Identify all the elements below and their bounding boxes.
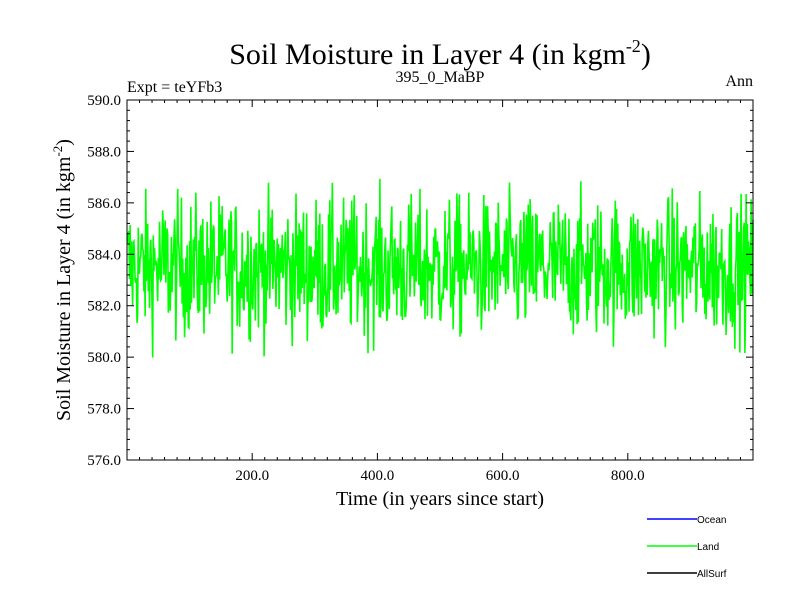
experiment-label: Expt = teYFb3: [127, 79, 222, 96]
y-tick-label: 578.0: [87, 402, 121, 418]
legend-label-land: Land: [697, 542, 719, 553]
axes: 200.0 400.0 600.0 800.0 576.0 578.0 580.0 582.0…: [87, 93, 754, 484]
y-tick-label: 584.0: [87, 247, 121, 263]
x-axis-label: Time (in years since start): [336, 488, 544, 510]
y-tick-label: 576.0: [87, 453, 121, 469]
x-tick-label: 400.0: [361, 468, 395, 484]
season-label: Ann: [725, 73, 753, 90]
x-tick-label: 200.0: [235, 468, 269, 484]
y-tick-label: 586.0: [87, 196, 121, 212]
y-tick-label: 580.0: [87, 350, 121, 366]
y-tick-label: 588.0: [87, 144, 121, 160]
y-tick-label: 582.0: [87, 299, 121, 315]
x-tick-label: 800.0: [611, 468, 645, 484]
plot-series: [126, 178, 754, 358]
legend-label-allsurf: AllSurf: [697, 569, 727, 580]
legend-label-ocean: Ocean: [697, 515, 726, 526]
y-axis-label: Soil Moisture in Layer 4 (in kgm-2): [50, 139, 75, 421]
series-line-land: [126, 178, 754, 358]
chart-title: Soil Moisture in Layer 4 (in kgm-2): [229, 36, 651, 71]
y-tick-label: 590.0: [87, 93, 121, 109]
legend: Ocean Land AllSurf: [647, 515, 727, 580]
x-tick-label: 600.0: [486, 468, 520, 484]
period-label: 395_0_MaBP: [396, 69, 485, 86]
